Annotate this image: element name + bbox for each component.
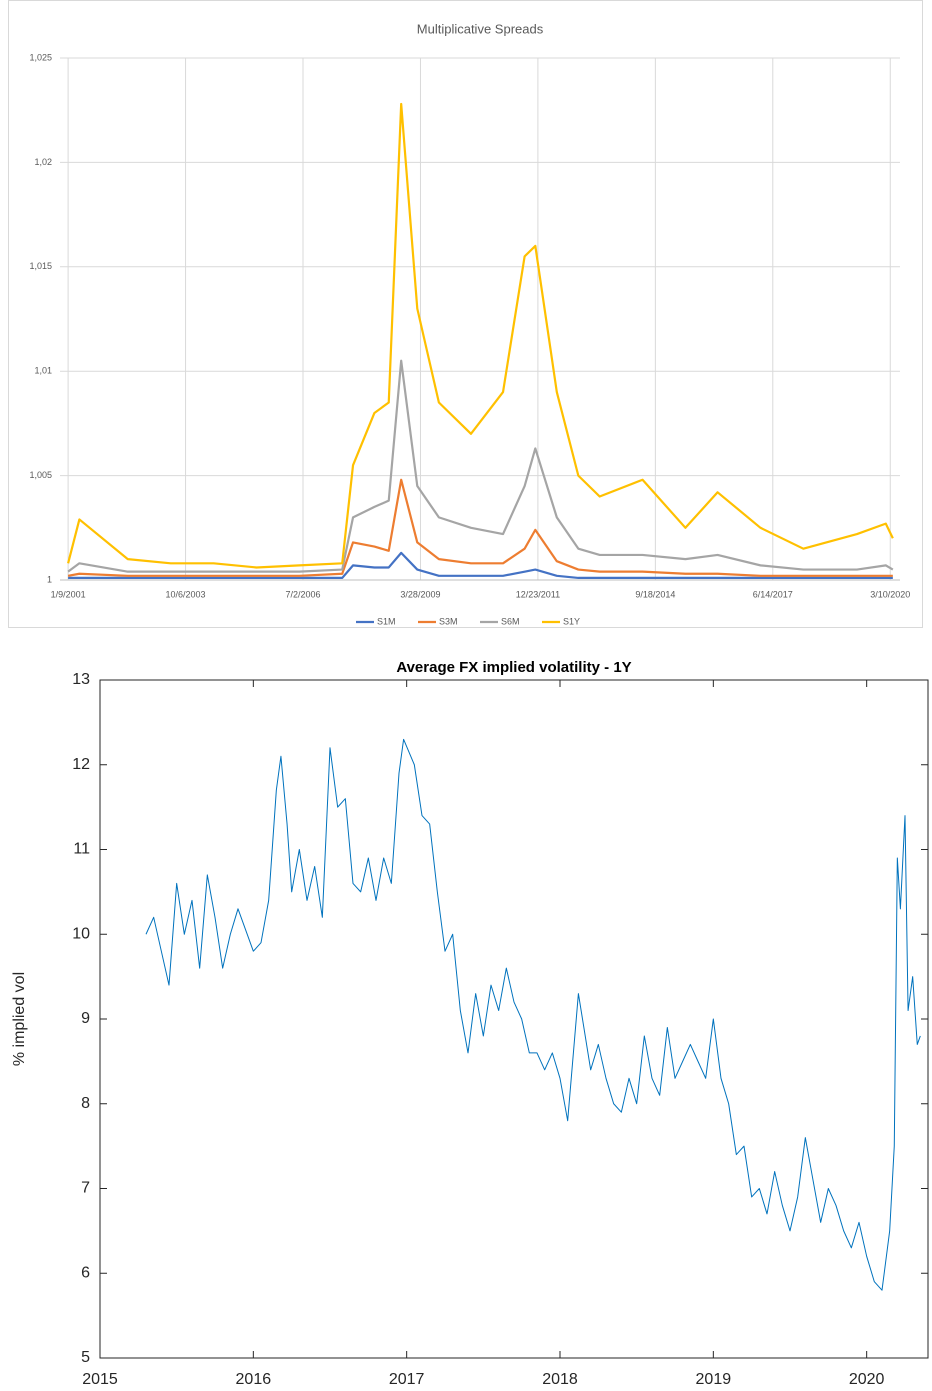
y-tick-label: 1,02 <box>34 157 52 167</box>
y-tick-label: 1 <box>47 574 52 584</box>
y-tick-label: 9 <box>81 1010 90 1027</box>
chart-2: Average FX implied volatility - 1Y 5 6 7 8 9 1… <box>11 659 929 1388</box>
plot-box <box>99 679 929 1359</box>
x-tick-label: 7/2/2006 <box>285 589 320 599</box>
y-tick-label: 1,025 <box>29 52 52 62</box>
legend-label: S1M <box>377 616 396 626</box>
x-tick-label: 2020 <box>849 1371 885 1388</box>
y-tick-label: 13 <box>72 671 90 688</box>
chart-title: Multiplicative Spreads <box>417 21 544 36</box>
chart-1: Multiplicative Spreads 1 1,005 1,01 1,015 1,0… <box>29 21 910 626</box>
y-tick-label: 11 <box>73 841 90 858</box>
x-tick-label: 3/10/2020 <box>870 589 910 599</box>
y-tick-label: 1,01 <box>34 366 52 376</box>
y-tick-label: 10 <box>72 925 90 942</box>
x-tick-label: 6/14/2017 <box>753 589 793 599</box>
y-tick-label: 12 <box>72 756 90 773</box>
x-tick-label: 2018 <box>542 1371 578 1388</box>
x-tick-label: 9/18/2014 <box>635 589 675 599</box>
x-tick-label: 3/28/2009 <box>400 589 440 599</box>
x-tick-label: 10/6/2003 <box>166 589 206 599</box>
legend-label: S6M <box>501 616 520 626</box>
y-axis-label: % implied vol <box>11 972 28 1066</box>
legend-label: S3M <box>439 616 458 626</box>
legend-label: S1Y <box>563 616 580 626</box>
y-tick-label: 8 <box>81 1095 90 1112</box>
series-line <box>68 551 893 580</box>
x-tick-label: 2016 <box>236 1371 272 1388</box>
chart-title: Average FX implied volatility - 1Y <box>396 659 631 676</box>
series-line <box>67 359 894 573</box>
x-tick-label: 2015 <box>82 1371 118 1388</box>
x-tick-label: 2019 <box>696 1371 732 1388</box>
x-tick-label: 2017 <box>389 1371 425 1388</box>
series-line <box>145 738 921 1291</box>
y-tick-label: 7 <box>81 1180 90 1197</box>
y-tick-label: 5 <box>81 1349 90 1366</box>
y-tick-label: 6 <box>81 1264 90 1281</box>
series-line <box>67 478 893 577</box>
x-tick-label: 12/23/2011 <box>516 589 560 599</box>
chart-frame <box>8 0 923 628</box>
y-tick-label: 1,015 <box>29 261 52 271</box>
series-line <box>67 102 894 569</box>
y-tick-label: 1,005 <box>29 470 52 480</box>
x-tick-label: 1/9/2001 <box>51 589 86 599</box>
